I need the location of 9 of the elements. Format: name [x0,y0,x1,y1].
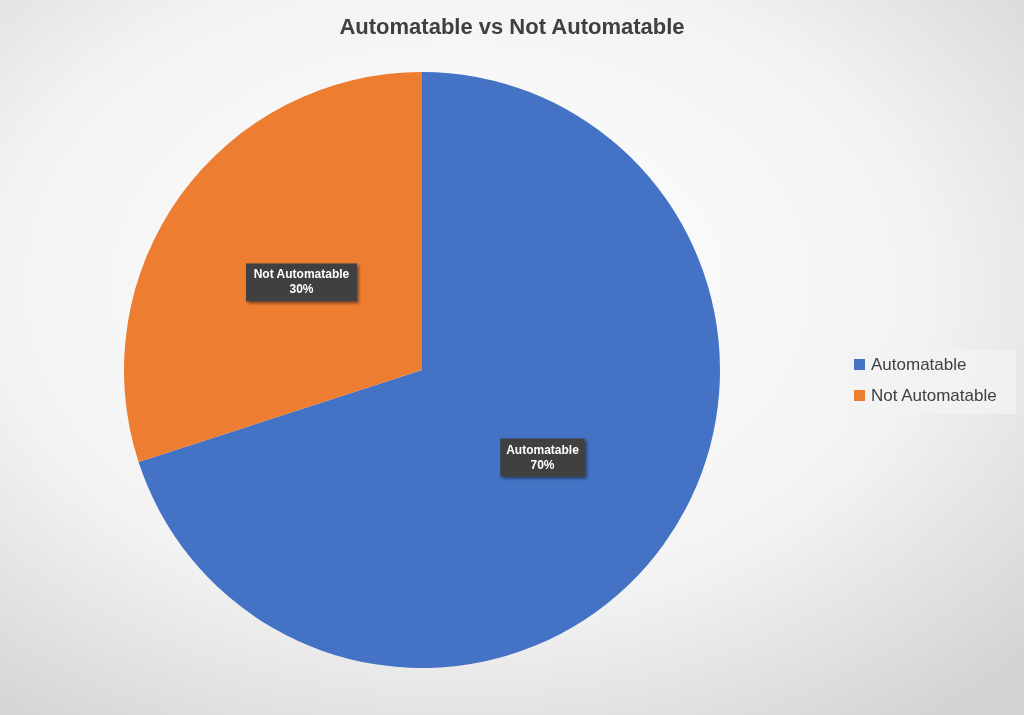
legend-label: Automatable [871,355,967,374]
legend-label: Not Automatable [871,386,997,405]
data-label: 70% [530,457,555,472]
pie-slice [138,72,720,668]
slice-label: Automatable [506,442,580,457]
data-label: 30% [289,282,314,297]
slice-label: Not Automatable [253,267,350,282]
chart-title: Automatable vs Not Automatable [339,14,685,39]
pie-slice [124,72,422,463]
